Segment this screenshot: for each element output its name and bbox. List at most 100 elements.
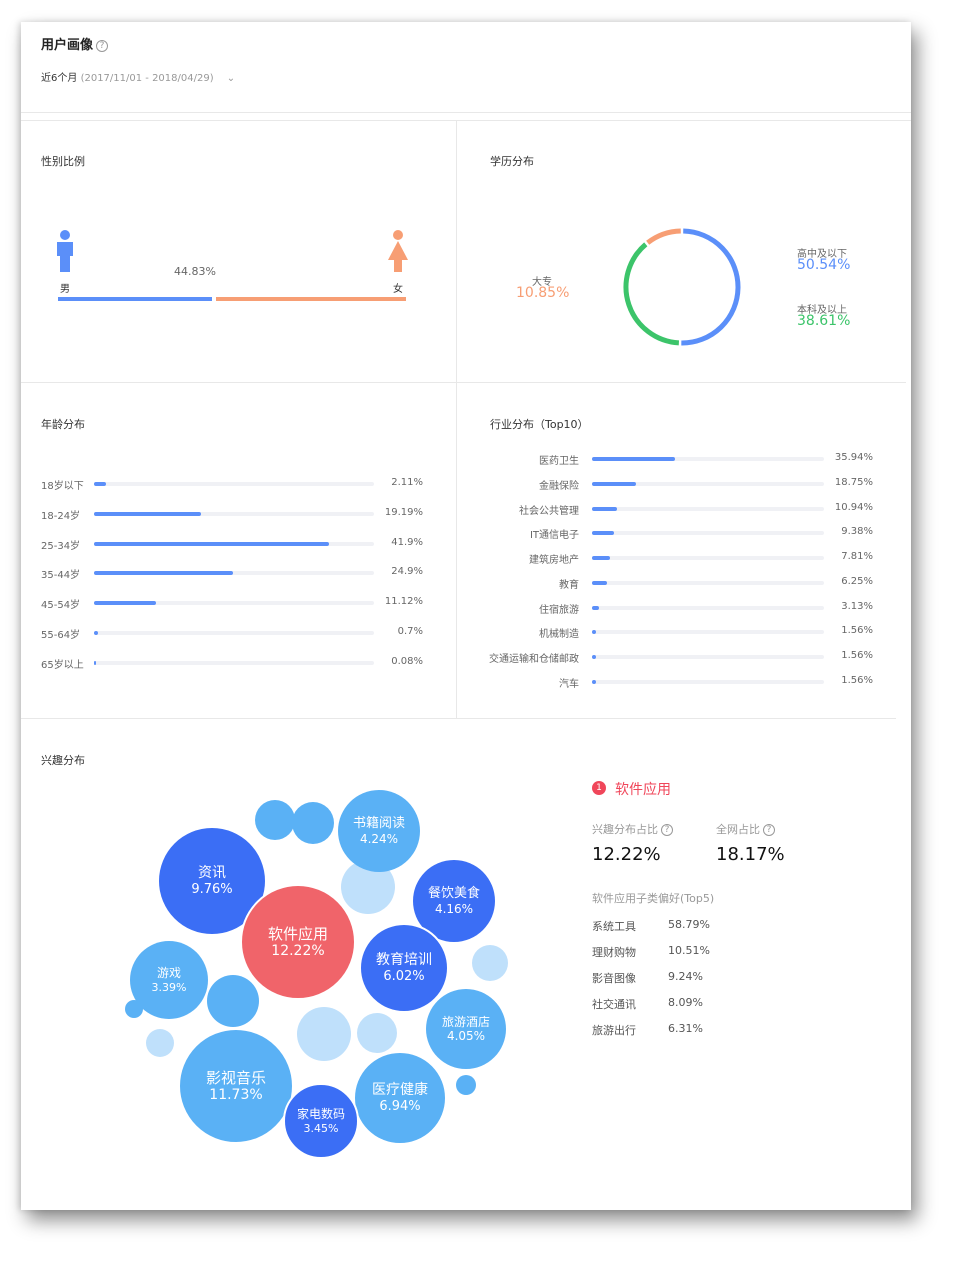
gender-ratio-bar [58,297,406,301]
bubble-education[interactable]: 教育培训 6.02% [359,923,449,1013]
help-icon[interactable]: ? [661,824,673,836]
age-value: 41.9% [391,537,423,548]
age-bar[interactable] [94,512,201,516]
industry-bar-track [592,630,824,634]
gender-title: 性别比例 [41,155,85,168]
male-label: 男 [60,284,70,295]
bubble-travel[interactable]: 旅游酒店 4.05% [426,989,506,1069]
divider [21,382,906,383]
industry-bar[interactable] [592,630,596,634]
bubble-name: 餐饮美食 [427,886,480,901]
industry-bar[interactable] [592,581,607,585]
age-label: 18-24岁 [41,511,81,522]
bubble-value: 6.02% [383,968,425,984]
age-value: 2.11% [391,477,423,488]
age-bar[interactable] [94,482,106,486]
net-value: 18.17% [716,844,785,865]
chevron-down-icon[interactable]: ⌄ [226,73,236,84]
industry-value: 35.94% [834,452,873,463]
industry-bar-track [592,482,824,486]
age-label: 25-34岁 [41,541,81,552]
donut-segment[interactable] [646,228,681,245]
share-label-text: 兴趣分布占比 [592,823,658,836]
industry-bar[interactable] [592,482,636,486]
bubble-movie-music[interactable]: 影视音乐 11.73% [178,1028,294,1144]
donut-segment[interactable] [681,228,741,346]
bubble-value: 4.05% [446,1029,486,1043]
bubble-software[interactable]: 软件应用 12.22% [240,884,356,1000]
rank-badge: 1 [592,781,606,795]
industry-label: 教育 [559,580,579,591]
industry-value: 3.13% [841,601,873,612]
subcategory-value: 6.31% [668,1022,703,1035]
bubble-value: 3.39% [151,980,187,994]
industry-label: 社会公共管理 [519,506,579,517]
female-icon [388,230,408,272]
industry-bar-track [592,606,824,610]
net-label-text: 全网占比 [716,823,760,836]
age-bar-track [94,571,374,575]
industry-bar[interactable] [592,680,596,684]
industry-bar[interactable] [592,531,614,535]
age-bar[interactable] [94,601,156,605]
industry-bar[interactable] [592,556,610,560]
bubble-game[interactable]: 游戏 3.39% [130,941,208,1019]
bubble-filler [456,1075,476,1095]
bubble-health[interactable]: 医疗健康 6.94% [353,1051,447,1145]
industry-value: 18.75% [834,477,873,488]
bubble-value: 11.73% [209,1086,263,1103]
help-icon[interactable]: ? [763,824,775,836]
page-title-text: 用户画像 [41,38,94,53]
industry-value: 1.56% [841,650,873,661]
bubble-name: 家电数码 [296,1107,345,1122]
donut-segment[interactable] [623,242,680,346]
bubble-name: 教育培训 [376,951,432,968]
industry-label: 建筑房地产 [529,555,579,566]
divider [21,120,911,121]
help-icon[interactable]: ? [96,40,109,52]
industry-label: 汽车 [559,679,579,690]
bubble-filler [207,975,259,1027]
age-bar[interactable] [94,542,329,546]
bubble-filler [472,945,508,981]
subcategory-label: 理财购物 [592,946,636,959]
bubble-filler [297,1007,351,1061]
subcategory-label: 社交通讯 [592,998,636,1011]
industry-bar-track [592,457,824,461]
age-value: 19.19% [384,507,423,518]
age-bar[interactable] [94,631,98,635]
industry-bar-track [592,531,824,535]
age-bar[interactable] [94,571,233,575]
edu-label-bachelor: 本科及以上 [797,305,847,316]
bubble-reading[interactable]: 书籍阅读 4.24% [338,790,420,872]
subcategory-label: 系统工具 [592,920,636,933]
female-bar [216,297,406,301]
industry-bar[interactable] [592,606,599,610]
age-bar-track [94,631,374,635]
edu-label-high-school: 高中及以下 [797,249,847,260]
industry-bar-track [592,655,824,659]
male-bar [58,297,212,301]
bubble-name: 医疗健康 [372,1081,428,1098]
industry-value: 9.38% [841,526,873,537]
bubble-electronics[interactable]: 家电数码 3.45% [283,1083,359,1159]
user-profile-card: 用户画像? 近6个月 (2017/11/01 - 2018/04/29) ⌄ 性… [21,22,911,1210]
divider [21,112,911,113]
industry-bar[interactable] [592,655,596,659]
industry-value: 6.25% [841,576,873,587]
education-title: 学历分布 [490,155,534,168]
subcategory-value: 10.51% [668,944,710,957]
age-title: 年龄分布 [41,418,85,431]
age-bar[interactable] [94,661,96,665]
age-bar-track [94,542,374,546]
subcategory-label: 旅游出行 [592,1024,636,1037]
subcategory-label: 影音图像 [592,972,636,985]
industry-bar-track [592,556,824,560]
industry-bar[interactable] [592,507,617,511]
date-range-select[interactable]: 近6个月 (2017/11/01 - 2018/04/29) ⌄ [41,69,235,84]
bubble-filler [292,802,334,844]
bubble-name: 书籍阅读 [352,816,405,831]
age-value: 0.08% [391,656,423,667]
industry-bar[interactable] [592,457,675,461]
bubble-name: 影视音乐 [205,1068,266,1087]
